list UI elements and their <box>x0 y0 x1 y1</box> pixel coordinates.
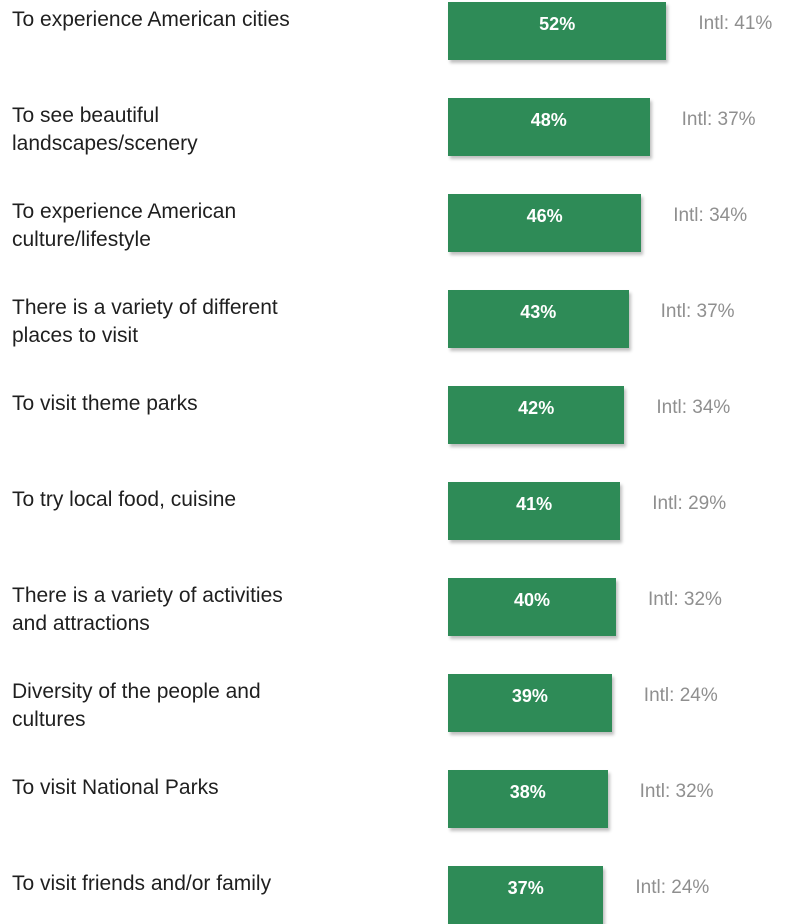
bar: 41% <box>448 482 621 540</box>
intl-value-label: Intl: 32% <box>639 781 714 802</box>
intl-value-label: Intl: 24% <box>635 877 710 898</box>
category-label: There is a variety of activities and attr… <box>12 584 283 635</box>
bar: 43% <box>448 290 629 348</box>
category-label: To visit friends and/or family <box>12 872 272 895</box>
bar-value-label: 52% <box>539 14 576 34</box>
category-label: To see beautiful landscapes/scenery <box>12 104 198 155</box>
intl-value-label: Intl: 24% <box>643 685 718 706</box>
category-label: To try local food, cuisine <box>12 488 237 511</box>
intl-value-label: Intl: 37% <box>681 109 756 130</box>
bar: 40% <box>448 578 616 636</box>
bar-value-label: 48% <box>530 110 567 130</box>
bar-value-label: 39% <box>511 686 548 706</box>
bar-value-label: 41% <box>516 494 553 514</box>
bar-value-label: 40% <box>513 590 551 610</box>
bar: 39% <box>448 674 612 732</box>
bar-value-label: 38% <box>509 782 546 802</box>
bar: 48% <box>448 98 650 156</box>
bar-value-label: 46% <box>526 206 563 226</box>
bar-value-label: 37% <box>507 878 544 898</box>
bar: 38% <box>448 770 608 828</box>
bar: 52% <box>448 2 667 60</box>
category-label: There is a variety of different places to… <box>12 296 278 347</box>
intl-value-label: Intl: 29% <box>652 493 727 514</box>
intl-value-label: Intl: 41% <box>698 13 773 34</box>
category-label: To experience American cities <box>12 8 290 31</box>
category-label: Diversity of the people and cultures <box>12 680 261 731</box>
bar: 42% <box>448 386 625 444</box>
bar: 37% <box>448 866 604 924</box>
category-label: To experience American culture/lifestyle <box>12 200 237 251</box>
intl-value-label: Intl: 34% <box>673 205 748 226</box>
bar-value-label: 43% <box>520 302 557 322</box>
category-label: To visit theme parks <box>12 392 198 415</box>
bar-value-label: 42% <box>518 398 555 418</box>
bar: 46% <box>448 194 642 252</box>
category-label: To visit National Parks <box>12 776 219 799</box>
intl-value-label: Intl: 32% <box>648 589 722 610</box>
intl-value-label: Intl: 37% <box>660 301 735 322</box>
intl-value-label: Intl: 34% <box>656 397 731 418</box>
